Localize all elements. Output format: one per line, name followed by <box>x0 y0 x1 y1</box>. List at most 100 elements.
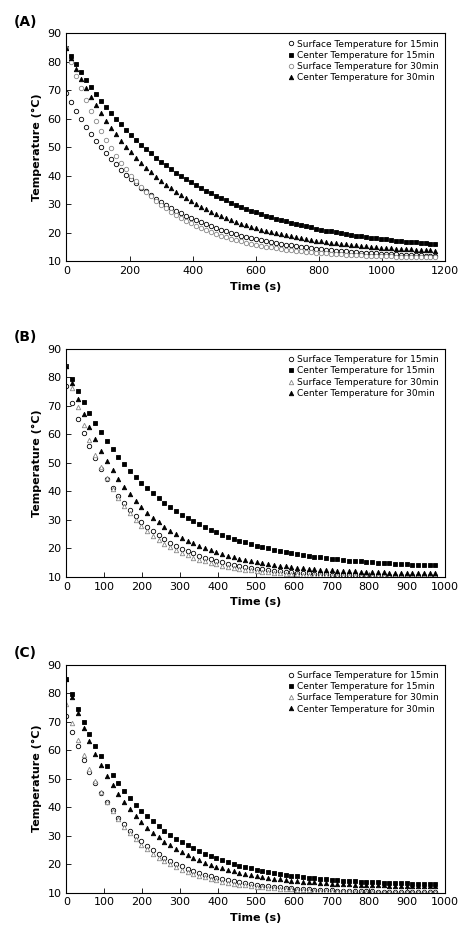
Surface Temperature for 30min <box>173 861 179 872</box>
X-axis label: Time (s): Time (s) <box>230 598 281 608</box>
Line: Center Temperature for 30min: Center Temperature for 30min <box>64 364 438 576</box>
Line: Center Temperature for 15min: Center Temperature for 15min <box>64 45 438 247</box>
Text: (A): (A) <box>13 15 37 29</box>
X-axis label: Time (s): Time (s) <box>230 281 281 292</box>
Center Temperature for 30min <box>433 881 438 892</box>
Surface Temperature for 30min <box>254 566 260 577</box>
Line: Surface Temperature for 30min: Surface Temperature for 30min <box>64 364 438 579</box>
Line: Center Temperature for 30min: Center Temperature for 30min <box>64 676 438 888</box>
Center Temperature for 30min <box>421 881 427 892</box>
Surface Temperature for 30min <box>368 250 374 262</box>
Legend: Surface Temperature for 15min, Center Temperature for 15min, Surface Temperature: Surface Temperature for 15min, Center Te… <box>285 354 440 400</box>
Surface Temperature for 15min <box>433 571 438 582</box>
Text: (B): (B) <box>13 330 37 344</box>
Surface Temperature for 30min <box>64 699 69 710</box>
Center Temperature for 30min <box>219 549 225 560</box>
Center Temperature for 15min <box>393 234 399 246</box>
Surface Temperature for 15min <box>64 710 69 721</box>
Center Temperature for 15min <box>381 557 386 568</box>
Center Temperature for 30min <box>150 827 156 839</box>
Surface Temperature for 30min <box>64 360 69 371</box>
Center Temperature for 15min <box>433 878 438 889</box>
Surface Temperature for 30min <box>150 848 156 859</box>
Center Temperature for 15min <box>254 864 260 875</box>
Center Temperature for 30min <box>368 241 374 252</box>
Center Temperature for 15min <box>150 816 156 827</box>
Center Temperature for 30min <box>93 99 99 111</box>
Center Temperature for 30min <box>358 240 364 251</box>
Surface Temperature for 30min <box>393 251 399 263</box>
Surface Temperature for 15min <box>64 87 69 98</box>
Center Temperature for 30min <box>343 239 348 250</box>
Surface Temperature for 15min <box>433 886 438 898</box>
Center Temperature for 15min <box>343 228 348 239</box>
Surface Temperature for 15min <box>421 571 427 582</box>
Surface Temperature for 30min <box>433 886 438 898</box>
Center Temperature for 30min <box>219 863 225 874</box>
Center Temperature for 30min <box>393 243 399 254</box>
Surface Temperature for 30min <box>343 250 348 261</box>
Line: Center Temperature for 30min: Center Temperature for 30min <box>64 45 438 252</box>
Text: (C): (C) <box>13 646 36 660</box>
Surface Temperature for 15min <box>254 879 260 890</box>
Center Temperature for 15min <box>421 878 427 889</box>
Line: Surface Temperature for 15min: Surface Temperature for 15min <box>64 714 438 895</box>
Surface Temperature for 30min <box>358 250 364 261</box>
Center Temperature for 30min <box>64 42 69 53</box>
Center Temperature for 15min <box>219 855 225 866</box>
Center Temperature for 30min <box>64 360 69 371</box>
Surface Temperature for 30min <box>219 876 225 887</box>
Center Temperature for 30min <box>353 240 358 251</box>
Surface Temperature for 15min <box>173 858 179 870</box>
Center Temperature for 30min <box>433 245 438 256</box>
Surface Temperature for 15min <box>358 247 364 258</box>
Center Temperature for 15min <box>433 238 438 250</box>
Center Temperature for 30min <box>381 880 386 891</box>
Center Temperature for 15min <box>421 559 427 570</box>
Surface Temperature for 15min <box>368 248 374 259</box>
Surface Temperature for 15min <box>343 246 348 257</box>
Center Temperature for 15min <box>150 488 156 499</box>
Surface Temperature for 30min <box>173 545 179 556</box>
Surface Temperature for 30min <box>433 571 438 582</box>
Y-axis label: Temperature (°C): Temperature (°C) <box>32 725 42 832</box>
Surface Temperature for 15min <box>254 563 260 574</box>
Surface Temperature for 30min <box>433 251 438 263</box>
Center Temperature for 15min <box>64 673 69 685</box>
Surface Temperature for 15min <box>93 135 99 146</box>
Line: Center Temperature for 15min: Center Temperature for 15min <box>64 364 438 567</box>
Center Temperature for 30min <box>64 673 69 685</box>
Surface Temperature for 15min <box>150 844 156 855</box>
Center Temperature for 15min <box>433 560 438 571</box>
Surface Temperature for 30min <box>421 571 427 582</box>
Surface Temperature for 30min <box>381 886 386 898</box>
Line: Surface Temperature for 15min: Surface Temperature for 15min <box>64 91 438 258</box>
Center Temperature for 15min <box>219 529 225 540</box>
Center Temperature for 30min <box>254 557 260 568</box>
Center Temperature for 30min <box>381 567 386 578</box>
Surface Temperature for 30min <box>381 571 386 582</box>
Surface Temperature for 15min <box>219 873 225 885</box>
Legend: Surface Temperature for 15min, Center Temperature for 15min, Surface Temperature: Surface Temperature for 15min, Center Te… <box>285 669 440 716</box>
Surface Temperature for 30min <box>64 42 69 53</box>
Surface Temperature for 15min <box>173 540 179 552</box>
Surface Temperature for 15min <box>219 557 225 568</box>
Center Temperature for 15min <box>93 88 99 99</box>
Line: Surface Temperature for 30min: Surface Temperature for 30min <box>64 703 438 895</box>
Center Temperature for 15min <box>368 232 374 243</box>
Surface Temperature for 15min <box>353 247 358 258</box>
Surface Temperature for 15min <box>433 250 438 262</box>
Center Temperature for 15min <box>173 506 179 517</box>
Surface Temperature for 15min <box>381 886 386 898</box>
Center Temperature for 30min <box>421 567 427 579</box>
Y-axis label: Temperature (°C): Temperature (°C) <box>32 94 42 201</box>
Surface Temperature for 30min <box>93 115 99 127</box>
Y-axis label: Temperature (°C): Temperature (°C) <box>32 409 42 517</box>
Line: Center Temperature for 15min: Center Temperature for 15min <box>64 676 438 886</box>
Surface Temperature for 30min <box>421 886 427 898</box>
Line: Surface Temperature for 30min: Surface Temperature for 30min <box>64 45 438 260</box>
Line: Surface Temperature for 15min: Surface Temperature for 15min <box>64 384 438 579</box>
Surface Temperature for 30min <box>353 250 358 261</box>
Center Temperature for 15min <box>381 877 386 888</box>
Center Temperature for 15min <box>358 231 364 242</box>
